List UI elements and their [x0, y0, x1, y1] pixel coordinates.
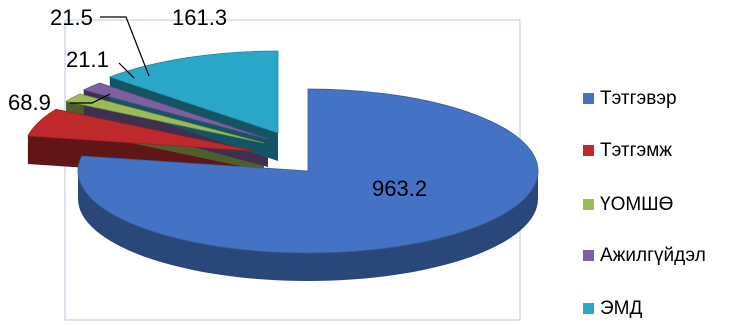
- leader-lines: [70, 16, 150, 104]
- legend-swatch-uomsho: [583, 199, 594, 210]
- legend-item-tetgemj: Тэтгэмж: [583, 140, 672, 161]
- pie-slice-tetgever: [77, 88, 539, 254]
- legend-label-emd: ЭМД: [600, 298, 642, 319]
- legend-label-ajilguidel: Ажилгүйдэл: [600, 245, 706, 266]
- legend-swatch-tetgemj: [583, 145, 594, 156]
- leader-line-ajilguidel: [100, 16, 150, 77]
- pie-slice-uomsho: [64, 93, 265, 144]
- data-label-emd: 161.3: [172, 5, 227, 30]
- legend-swatch-emd: [583, 303, 594, 314]
- data-labels: 963.2 68.9 21.1 21.5 161.3: [8, 5, 427, 201]
- legend-item-tetgever: Тэтгэвэр: [583, 88, 677, 109]
- data-label-uomsho: 21.1: [66, 47, 109, 72]
- data-label-tetgever: 963.2: [372, 176, 427, 201]
- legend-label-tetgever: Тэтгэвэр: [600, 88, 677, 109]
- legend: Тэтгэвэр Тэтгэмж ҮОМШӨ Ажилгүйдэл ЭМД: [583, 88, 706, 319]
- pie-slice-ajilguidel: [82, 82, 269, 140]
- leader-line-tetgemj: [70, 93, 111, 104]
- legend-label-tetgemj: Тэтгэмж: [600, 140, 672, 161]
- leader-line-uomsho: [118, 62, 135, 79]
- legend-swatch-tetgever: [583, 93, 594, 104]
- slice-side-tetgever: [78, 171, 538, 281]
- data-label-tetgemj: 68.9: [8, 90, 51, 115]
- legend-swatch-ajilguidel: [583, 250, 594, 261]
- legend-item-emd: ЭМД: [583, 298, 642, 319]
- pie-slice-tetgemj: [27, 108, 255, 152]
- legend-item-uomsho: ҮОМШӨ: [583, 194, 673, 215]
- pie-slice-emd: [108, 50, 279, 134]
- legend-item-ajilguidel: Ажилгүйдэл: [583, 245, 706, 266]
- slice-top-layer: [27, 50, 539, 254]
- legend-label-uomsho: ҮОМШӨ: [600, 194, 673, 215]
- data-label-ajilguidel: 21.5: [50, 5, 93, 30]
